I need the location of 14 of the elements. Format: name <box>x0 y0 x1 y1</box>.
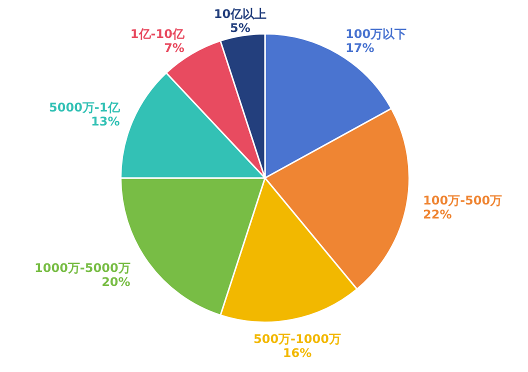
slice-label: 1000万-5000万 <box>34 260 130 275</box>
slice-label: 500万-1000万 <box>254 332 341 346</box>
data-label: 20% <box>102 274 130 289</box>
slice-label: 5000万-1亿 <box>49 100 121 114</box>
data-label: 17% <box>346 40 374 55</box>
data-label: 22% <box>423 207 452 222</box>
data-label: 16% <box>282 346 312 360</box>
slice-label: 1亿-10亿 <box>130 26 186 41</box>
slice-label: 100万以下 <box>346 26 407 41</box>
slice-label: 100万-500万 <box>423 193 502 208</box>
data-label: 5% <box>230 20 250 35</box>
data-label: 13% <box>91 114 120 128</box>
slice-label: 10亿以上 <box>214 6 267 21</box>
data-label: 7% <box>164 40 184 55</box>
